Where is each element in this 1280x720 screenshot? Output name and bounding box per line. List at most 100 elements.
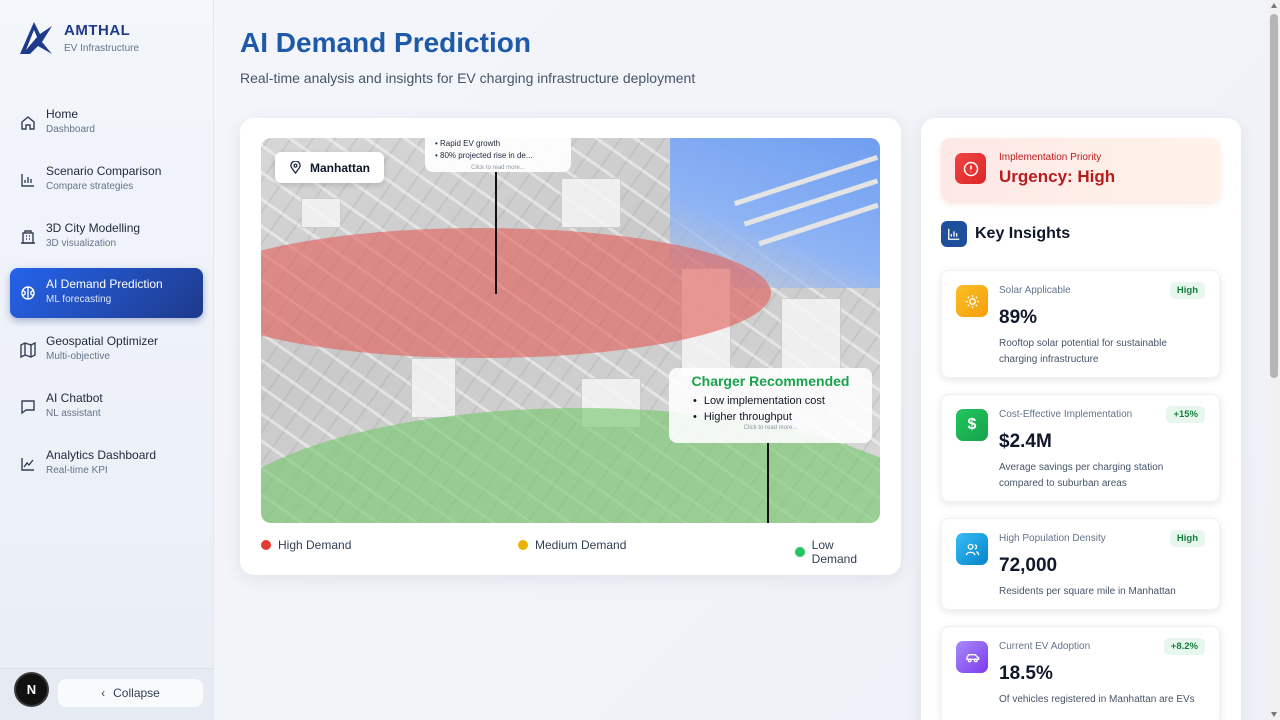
nav-title: Home	[46, 107, 79, 121]
insight-label: High Population Density	[999, 533, 1106, 544]
scrollbar-thumb[interactable]	[1270, 14, 1278, 378]
legend-label: Low Demand	[811, 538, 858, 566]
sidebar-item-3d-city-modelling[interactable]: 3D City Modelling 3D visualization	[10, 212, 203, 262]
sidebar-item-geospatial-optimizer[interactable]: Geospatial Optimizer Multi-objective	[10, 325, 203, 375]
insight-card-cost[interactable]: $ Cost-Effective Implementation +15% $2.…	[941, 394, 1220, 502]
charger-recommendation-popup[interactable]: Charger Recommended Low implementation c…	[669, 368, 872, 443]
insight-description: Residents per square mile in Manhattan	[999, 586, 1176, 597]
insights-panel: Implementation Priority Urgency: High Ke…	[921, 118, 1241, 720]
insight-badge: +15%	[1166, 406, 1205, 423]
nav-title: AI Demand Prediction	[46, 277, 163, 292]
building-icon	[21, 229, 35, 244]
insight-badge: High	[1169, 282, 1205, 299]
sidebar-item-ai-chatbot[interactable]: AI Chatbot NL assistant	[10, 382, 203, 432]
insight-description: Rooftop solar potential for sustainable …	[999, 338, 1167, 365]
legend-dot	[795, 547, 805, 557]
sidebar-item-home[interactable]: Home Dashboard	[10, 98, 203, 148]
sidebar-nav: Home Dashboard Scenario Comparison Compa…	[10, 98, 203, 496]
sidebar: AMTHAL EV Infrastructure Home Dashboard …	[0, 0, 214, 720]
nav-title: Analytics Dashboard	[46, 447, 157, 462]
bar-chart-icon	[21, 173, 34, 187]
scroll-up-arrow-icon[interactable]	[1271, 3, 1277, 8]
read-more-link[interactable]: Click to read more...	[743, 425, 798, 431]
insights-header: Key Insights	[941, 221, 1070, 247]
chevron-left-icon: ‹	[101, 686, 106, 700]
popup-pointer	[767, 443, 769, 523]
insight-card-density[interactable]: High Population Density High 72,000 Resi…	[941, 518, 1220, 610]
building	[301, 198, 341, 228]
map-card: Manhattan • Rapid EV growth • 80% projec…	[240, 118, 901, 575]
building	[561, 178, 621, 228]
high-demand-zone[interactable]	[261, 228, 771, 358]
popup-line: • Rapid EV growth	[435, 139, 501, 148]
next-dev-badge[interactable]: N	[16, 674, 47, 705]
amthal-logo-icon	[20, 22, 52, 54]
insight-label: Cost-Effective Implementation	[999, 409, 1133, 420]
insight-badge: High	[1169, 530, 1205, 547]
insight-label: Solar Applicable	[999, 285, 1071, 296]
location-name: Manhattan	[310, 160, 370, 175]
users-icon	[956, 533, 988, 565]
recommendation-item: Low implementation cost	[683, 393, 858, 409]
legend-dot	[518, 540, 528, 550]
nav-subtitle: Compare strategies	[46, 180, 134, 192]
insights-title: Key Insights	[975, 225, 1071, 242]
nav-title: AI Chatbot	[46, 390, 103, 405]
brand-name: AMTHAL	[64, 22, 131, 39]
nav-subtitle: 3D visualization	[46, 237, 117, 249]
demand-popup[interactable]: • Rapid EV growth • 80% projected rise i…	[425, 138, 571, 172]
collapse-button[interactable]: ‹ Collapse	[58, 679, 203, 707]
sidebar-item-analytics-dashboard[interactable]: Analytics Dashboard Real-time KPI	[10, 439, 203, 489]
insight-badge: +8.2%	[1163, 638, 1205, 655]
sidebar-item-ai-demand-prediction[interactable]: AI Demand Prediction ML forecasting	[10, 268, 203, 319]
demand-map[interactable]: Manhattan • Rapid EV growth • 80% projec…	[261, 138, 880, 523]
insight-card-solar[interactable]: Solar Applicable High 89% Rooftop solar …	[941, 270, 1220, 378]
building	[411, 358, 456, 418]
insight-description: Average savings per charging station com…	[999, 462, 1164, 489]
nav-subtitle: ML forecasting	[46, 294, 112, 306]
sidebar-item-scenario-comparison[interactable]: Scenario Comparison Compare strategies	[10, 155, 203, 205]
insights-chart-icon	[941, 221, 967, 247]
read-more-link[interactable]: Click to read more...	[471, 165, 525, 171]
collapse-label: Collapse	[113, 686, 160, 700]
nav-title: Geospatial Optimizer	[46, 334, 159, 349]
page-scrollbar[interactable]	[1268, 0, 1280, 720]
legend-high-demand: High Demand	[261, 538, 351, 552]
urgency-label: Implementation Priority	[999, 152, 1102, 163]
brand-subtitle: EV Infrastructure	[64, 43, 140, 54]
car-icon	[956, 641, 988, 673]
legend-dot	[261, 540, 271, 550]
brain-icon	[21, 286, 35, 301]
legend-label: Medium Demand	[535, 538, 627, 552]
home-icon	[21, 116, 35, 130]
sun-icon	[956, 285, 988, 317]
nav-title: Scenario Comparison	[46, 163, 162, 178]
map-legend: High Demand Medium Demand Low Demand	[261, 538, 880, 566]
popup-line: • 80% projected rise in de...	[435, 151, 533, 160]
insight-value: $2.4M	[999, 431, 1052, 452]
legend-low-demand: Low Demand	[795, 538, 880, 566]
legend-label: High Demand	[278, 538, 352, 552]
popup-pointer	[495, 172, 497, 294]
nav-subtitle: Real-time KPI	[46, 464, 108, 476]
map-pin-icon	[290, 161, 301, 174]
line-chart-icon	[21, 457, 34, 471]
insight-value: 18.5%	[999, 663, 1053, 684]
nav-title: 3D City Modelling	[46, 220, 141, 235]
page-title: AI Demand Prediction	[240, 27, 531, 58]
dollar-icon: $	[956, 409, 988, 441]
chat-icon	[21, 400, 35, 415]
insight-card-ev-adoption[interactable]: Current EV Adoption +8.2% 18.5% Of vehic…	[941, 626, 1220, 720]
insight-description: Of vehicles registered in Manhattan are …	[999, 694, 1195, 705]
urgency-value: Urgency: High	[999, 167, 1116, 186]
scroll-down-arrow-icon[interactable]	[1271, 712, 1277, 717]
recommendation-item: Higher throughput	[683, 409, 858, 425]
map-icon	[20, 342, 36, 359]
brand[interactable]: AMTHAL EV Infrastructure	[18, 20, 139, 56]
urgency-card: Implementation Priority Urgency: High	[941, 138, 1220, 202]
nav-subtitle: Multi-objective	[46, 351, 110, 363]
alert-icon	[955, 153, 986, 184]
page-subtitle: Real-time analysis and insights for EV c…	[240, 70, 696, 86]
insight-label: Current EV Adoption	[999, 641, 1091, 652]
sidebar-footer: N ‹ Collapse	[0, 668, 214, 720]
